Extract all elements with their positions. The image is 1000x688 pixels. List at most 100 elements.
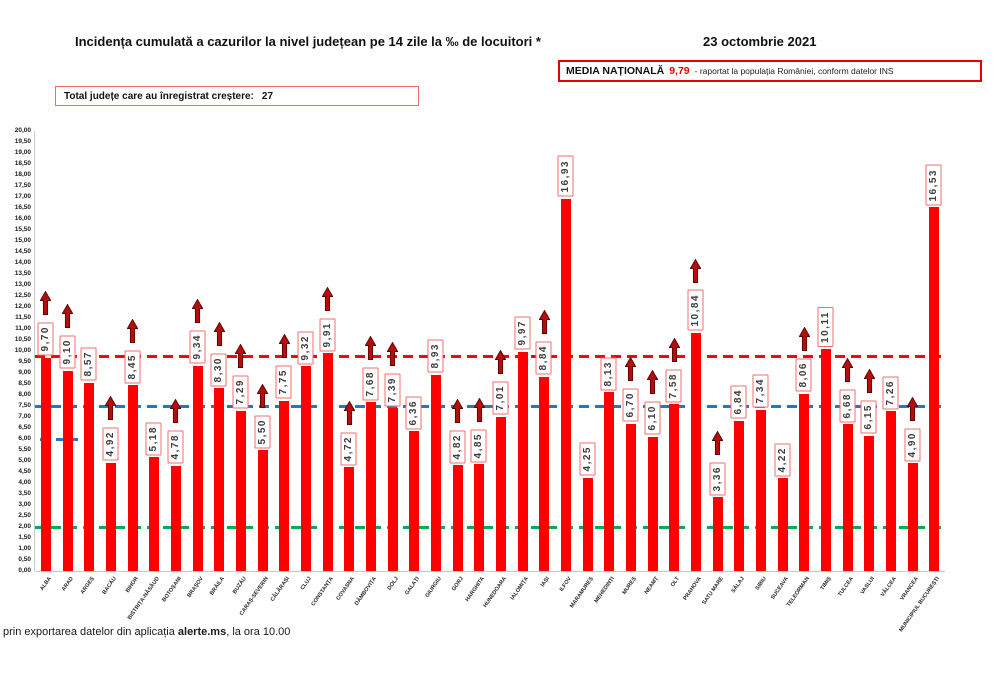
bar-annotation-vrancea: 4,90	[904, 396, 922, 462]
bar-value-label: 8,84	[536, 341, 552, 375]
bar-brăila	[214, 388, 225, 571]
y-axis-tick: 3,00	[18, 501, 31, 508]
bar-bihor	[127, 385, 138, 571]
y-axis-tick: 0,50	[18, 556, 31, 563]
bar-annotation-caraș-severin: 5,50	[254, 383, 272, 448]
bar-value-label: 10,11	[818, 306, 834, 347]
x-axis-label-municipiul-bucurești: MUNICIPIUL BUCUREȘTI	[898, 576, 942, 634]
bar-value-label: 6,15	[861, 400, 877, 434]
y-axis-tick: 19,00	[14, 149, 31, 156]
bar-maramureș	[582, 477, 593, 571]
footer-prefix: prin exportarea datelor din aplicația	[3, 626, 178, 638]
x-axis-label-timiș: TIMIȘ	[819, 576, 833, 592]
increase-arrow-icon	[364, 335, 377, 365]
x-axis-label-cluj: CLUJ	[299, 576, 313, 592]
bar-buzău	[235, 410, 246, 571]
increase-arrow-icon	[624, 356, 637, 386]
x-axis-label-prahova: PRAHOVA	[682, 576, 703, 602]
x-axis-label-sălaj: SĂLAJ	[730, 576, 747, 595]
y-axis-tick: 19,50	[14, 138, 31, 145]
bar-value-label: 8,93	[428, 339, 444, 373]
bar-sibiu	[755, 409, 766, 571]
bar-value-label: 6,84	[731, 385, 747, 419]
increase-arrow-icon	[169, 398, 182, 428]
bar-value-label: 7,01	[493, 381, 509, 415]
bar-annotation-bistrița-năsăud: 5,18	[145, 421, 163, 455]
bar-annotation-argeș: 8,57	[80, 347, 98, 381]
increase-arrow-icon	[343, 400, 356, 430]
bar-annotation-constanța: 9,91	[319, 286, 337, 351]
x-axis-label-dâmbovița: DÂMBOVIȚA	[353, 576, 378, 607]
bar-annotation-covasna: 4,72	[340, 400, 358, 466]
bar-annotation-suceava: 4,22	[774, 442, 792, 477]
bar-value-label: 9,97	[514, 316, 531, 350]
bar-annotation-călărași: 7,75	[275, 333, 293, 399]
bar-value-label: 6,68	[839, 388, 856, 422]
bar-neamț	[647, 436, 658, 571]
increase-arrow-icon	[863, 368, 876, 398]
y-axis-tick: 0,00	[18, 567, 31, 574]
bar-value-label: 4,82	[449, 429, 466, 463]
bar-value-label: 9,70	[38, 322, 54, 356]
x-axis-line	[35, 571, 945, 572]
bar-vaslui	[864, 435, 875, 571]
y-axis-tick: 1,50	[18, 534, 31, 541]
bar-annotation-satu-mare: 3,36	[709, 430, 727, 496]
x-axis-label-satu-mare: SATU MARE	[700, 576, 725, 606]
x-axis-label-bacău: BACĂU	[101, 576, 118, 596]
bar-value-label: 4,92	[103, 427, 119, 461]
footer-app-name: alerte.ms	[177, 626, 227, 638]
bar-argeș	[84, 382, 95, 571]
bar-giurgiu	[430, 374, 441, 571]
increase-arrow-icon	[61, 303, 74, 333]
bar-annotation-brașov: 9,34	[189, 298, 207, 364]
y-axis-tick: 9,00	[18, 369, 31, 376]
y-axis-tick: 6,00	[18, 435, 31, 442]
increase-arrow-icon	[234, 343, 247, 373]
bar-value-label: 4,90	[904, 427, 921, 462]
y-axis-tick: 9,50	[18, 358, 31, 365]
increase-arrow-icon	[473, 397, 486, 427]
bar-arad	[62, 370, 73, 571]
report-date: 23 octombrie 2021	[703, 34, 817, 49]
increase-arrow-icon	[711, 430, 724, 460]
y-axis-tick: 13,00	[14, 281, 31, 288]
bar-annotation-tulcea: 6,68	[839, 357, 857, 422]
bar-annotation-galați: 6,36	[405, 395, 423, 430]
increase-arrow-icon	[104, 395, 117, 425]
y-axis-tick: 18,50	[14, 160, 31, 167]
bar-annotation-alba: 9,70	[37, 290, 55, 356]
y-axis-tick: 11,50	[15, 314, 31, 321]
bar-value-label: 6,70	[623, 388, 639, 422]
bar-value-label: 9,91	[319, 317, 336, 351]
y-axis-tick: 14,50	[14, 248, 31, 255]
bar-value-label: 9,32	[298, 330, 314, 364]
bar-annotation-cluj: 9,32	[297, 330, 315, 364]
bar-annotation-sălaj: 6,84	[730, 385, 748, 419]
x-axis-label-călărași: CĂLĂRAȘI	[269, 576, 292, 603]
bar-teleorman	[799, 393, 810, 571]
increase-arrow-icon	[39, 290, 52, 320]
x-axis-label-vâlcea: VÂLCEA	[879, 576, 898, 598]
bar-value-label: 9,34	[189, 330, 206, 364]
y-axis-tick: 10,00	[14, 347, 31, 354]
chart-title: Incidența cumulată a cazurilor la nivel …	[75, 34, 541, 49]
bar-olt	[669, 404, 680, 571]
x-axis-label-constanța: CONSTANȚA	[309, 576, 335, 608]
national-average-note: - raportat la populația României, confor…	[694, 66, 894, 76]
y-axis-tick: 7,00	[18, 413, 31, 420]
increase-arrow-icon	[451, 398, 464, 428]
x-axis-label-bihor: BIHOR	[124, 576, 140, 594]
x-axis-label-ilfov: ILFOV	[558, 576, 573, 593]
increase-arrow-icon	[321, 286, 334, 316]
bar-municipiul-bucurești	[929, 207, 940, 571]
y-axis-tick: 8,00	[18, 391, 31, 398]
bar-annotation-gorj: 4,82	[449, 398, 467, 463]
bar-value-label: 8,13	[601, 356, 617, 391]
y-axis-tick: 2,00	[18, 523, 31, 530]
x-axis-label-ialomița: IALOMIȚA	[509, 576, 530, 602]
bar-annotation-teleorman: 8,06	[795, 326, 813, 392]
increase-arrow-icon	[646, 369, 659, 399]
bar-value-label: 5,50	[254, 414, 271, 448]
